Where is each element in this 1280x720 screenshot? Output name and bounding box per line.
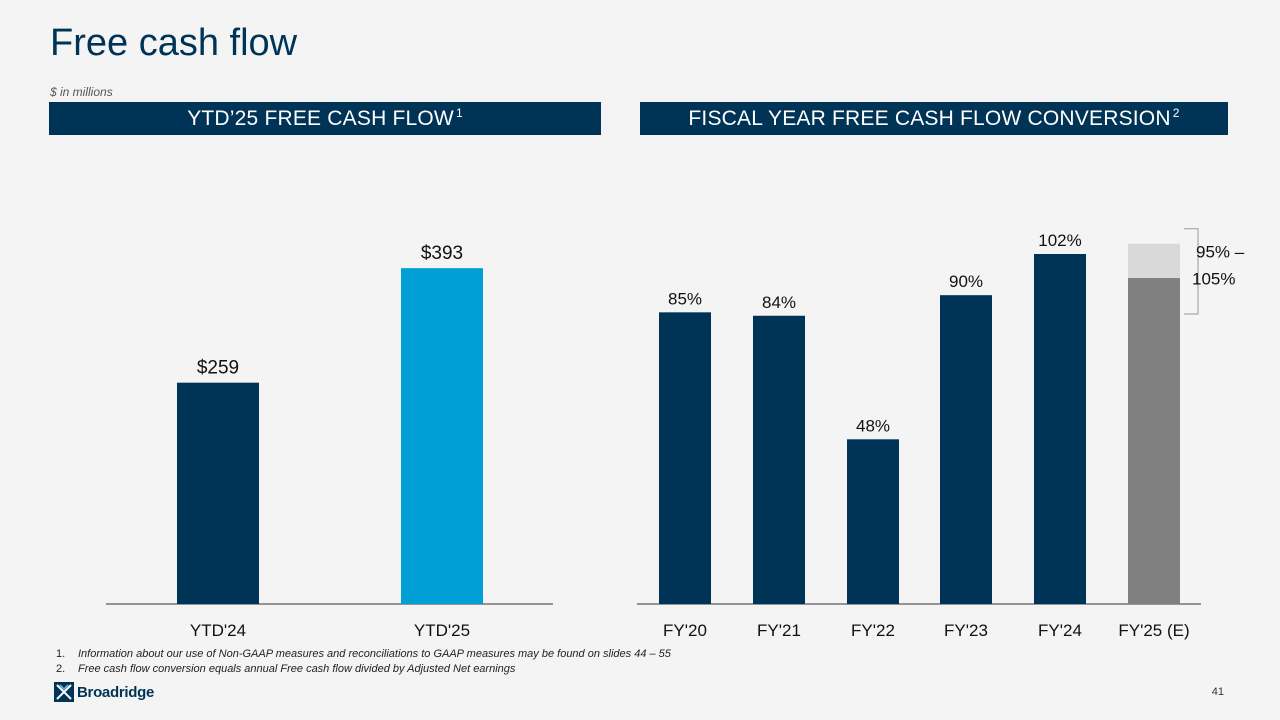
data-label-fy-24: 102% bbox=[1038, 231, 1081, 250]
x-tick-label-0: YTD'24 bbox=[190, 621, 246, 640]
bar-fy25-estimate-low bbox=[1128, 278, 1180, 604]
bar-ytd-25 bbox=[401, 268, 483, 604]
units-note: $ in millions bbox=[50, 85, 113, 99]
bar-fy-22 bbox=[847, 439, 899, 604]
page-number: 41 bbox=[1211, 686, 1224, 698]
x-tick-label-fy-21: FY'21 bbox=[757, 621, 801, 640]
footnote-1-number: 1. bbox=[56, 648, 66, 660]
right-banner-text: FISCAL YEAR FREE CASH FLOW CONVERSION bbox=[688, 107, 1171, 130]
footnote-1: 1. Information about our use of Non-GAAP … bbox=[56, 647, 671, 662]
data-label-fy-22: 48% bbox=[856, 416, 890, 435]
bar-fy-20 bbox=[659, 312, 711, 604]
x-tick-label-fy-20: FY'20 bbox=[663, 621, 707, 640]
broadridge-logo: Broadridge bbox=[54, 681, 154, 703]
x-tick-label-fy-25-e-: FY'25 (E) bbox=[1118, 621, 1189, 640]
bar-fy-21 bbox=[753, 315, 805, 604]
bar-ytd-24 bbox=[177, 382, 259, 604]
footnote-1-text: Information about our use of Non-GAAP me… bbox=[78, 648, 671, 660]
x-tick-label-fy-23: FY'23 bbox=[944, 621, 988, 640]
left-banner-text: YTD’25 FREE CASH FLOW bbox=[187, 107, 454, 130]
footnote-2-text: Free cash flow conversion equals annual … bbox=[78, 663, 516, 675]
bar-fy-24 bbox=[1034, 254, 1086, 604]
estimate-range-label-line1: 95% – bbox=[1196, 243, 1245, 262]
x-tick-label-1: YTD'25 bbox=[414, 621, 470, 640]
page-title: Free cash flow bbox=[50, 22, 298, 64]
bar-fy-23 bbox=[940, 295, 992, 604]
x-tick-label-fy-24: FY'24 bbox=[1038, 621, 1082, 640]
estimate-bracket bbox=[1184, 228, 1199, 315]
footnotes: 1. Information about our use of Non-GAAP … bbox=[56, 647, 671, 677]
bar-fy25-estimate-range bbox=[1128, 243, 1180, 279]
right-chart-banner: FISCAL YEAR FREE CASH FLOW CONVERSION 2 bbox=[640, 102, 1228, 135]
footnote-2-number: 2. bbox=[56, 663, 66, 675]
data-label-fy-23: 90% bbox=[949, 272, 983, 291]
data-label-0: $259 bbox=[197, 358, 239, 379]
footnote-2: 2. Free cash flow conversion equals annua… bbox=[56, 662, 671, 677]
estimate-range-label-line2: 105% bbox=[1192, 270, 1235, 289]
data-label-1: $393 bbox=[421, 243, 463, 264]
logo-text: Broadridge bbox=[77, 683, 155, 701]
left-banner-footnote-ref: 1 bbox=[455, 106, 463, 120]
left-chart-banner: YTD’25 FREE CASH FLOW 1 bbox=[49, 102, 601, 135]
x-tick-label-fy-22: FY'22 bbox=[851, 621, 895, 640]
broadridge-logo-icon bbox=[54, 682, 74, 702]
data-label-fy-21: 84% bbox=[762, 293, 796, 312]
data-label-fy-20: 85% bbox=[668, 289, 702, 308]
right-banner-footnote-ref: 2 bbox=[1172, 106, 1180, 120]
